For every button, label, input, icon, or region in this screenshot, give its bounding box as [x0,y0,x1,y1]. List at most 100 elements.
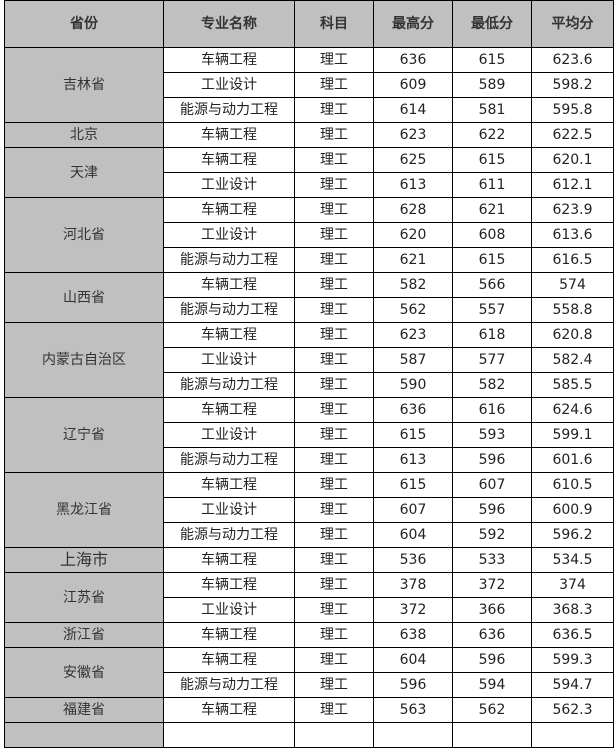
major-cell: 车辆工程 [163,322,295,348]
min-score-cell: 593 [452,422,532,448]
min-score-cell: 589 [452,72,532,98]
header-min-score: 最低分 [452,0,532,48]
min-score-cell: 592 [452,522,532,548]
header-row: 省份 专业名称 科目 最高分 最低分 平均分 [4,0,614,48]
header-avg-score: 平均分 [531,0,614,48]
min-score-cell: 577 [452,347,532,373]
table-row: 能源与动力工程 理工 562 557 558.8 [5,297,614,323]
avg-score-cell: 616.5 [531,247,614,273]
max-score-cell: 582 [373,272,453,298]
province-cell: 山西省 [4,272,164,323]
major-cell: 车辆工程 [163,547,295,573]
min-score-cell: 621 [452,197,532,223]
subject-cell: 理工 [294,522,374,548]
table-row: 能源与动力工程 理工 613 596 601.6 [5,447,614,473]
major-cell: 车辆工程 [163,47,295,73]
avg-score-cell: 623.6 [531,47,614,73]
table-row: 北京 车辆工程 理工 623 622 622.5 [4,122,614,148]
major-cell: 车辆工程 [163,697,295,723]
min-score-cell: 582 [452,372,532,398]
subject-cell: 理工 [294,347,374,373]
avg-score-cell: 598.2 [531,72,614,98]
table-row: 工业设计 理工 372 366 368.3 [5,597,614,623]
major-cell: 车辆工程 [163,122,295,148]
max-score-cell: 638 [373,622,453,648]
avg-score-cell: 600.9 [531,497,614,523]
subject-cell: 理工 [294,572,374,598]
table-row: 山西省 车辆工程 理工 582 566 574 [4,272,614,323]
empty-cell [4,722,164,748]
subject-cell: 理工 [294,297,374,323]
avg-score-cell: 620.8 [531,322,614,348]
avg-score-cell: 582.4 [531,347,614,373]
header-max-score: 最高分 [373,0,453,48]
major-cell: 能源与动力工程 [163,522,295,548]
max-score-cell: 590 [373,372,453,398]
max-score-cell: 636 [373,397,453,423]
table-row: 工业设计 理工 609 589 598.2 [5,72,614,98]
province-cell: 吉林省 [4,47,164,123]
province-cell: 黑龙江省 [4,472,164,548]
subject-cell: 理工 [294,47,374,73]
avg-score-cell: 596.2 [531,522,614,548]
subject-cell: 理工 [294,322,374,348]
table-row: 黑龙江省 车辆工程 理工 615 607 610.5 [4,472,614,548]
min-score-cell: 366 [452,597,532,623]
major-cell: 能源与动力工程 [163,247,295,273]
avg-score-cell: 636.5 [531,622,614,648]
min-score-cell: 607 [452,472,532,498]
min-score-cell: 615 [452,247,532,273]
table-row: 江苏省 车辆工程 理工 378 372 374 [4,572,614,623]
major-cell: 能源与动力工程 [163,672,295,698]
max-score-cell: 563 [373,697,453,723]
major-cell: 车辆工程 [163,197,295,223]
table-row: 辽宁省 车辆工程 理工 636 616 624.6 [4,397,614,473]
header-major: 专业名称 [163,0,295,48]
province-cell: 安徽省 [4,647,164,698]
major-cell: 车辆工程 [163,147,295,173]
subject-cell: 理工 [294,672,374,698]
min-score-cell: 616 [452,397,532,423]
max-score-cell: 621 [373,247,453,273]
min-score-cell: 618 [452,322,532,348]
max-score-cell: 596 [373,672,453,698]
max-score-cell: 372 [373,597,453,623]
max-score-cell: 562 [373,297,453,323]
max-score-cell: 636 [373,47,453,73]
min-score-cell: 596 [452,497,532,523]
max-score-cell: 613 [373,172,453,198]
province-cell: 辽宁省 [4,397,164,473]
subject-cell: 理工 [294,622,374,648]
min-score-cell: 533 [452,547,532,573]
table-row: 工业设计 理工 620 608 613.6 [5,222,614,248]
province-cell: 福建省 [4,697,164,723]
avg-score-cell: 599.1 [531,422,614,448]
province-cell: 上海市 [4,547,164,573]
major-cell: 工业设计 [163,222,295,248]
major-cell: 能源与动力工程 [163,372,295,398]
province-cell: 北京 [4,122,164,148]
subject-cell: 理工 [294,72,374,98]
min-score-cell: 596 [452,647,532,673]
subject-cell: 理工 [294,172,374,198]
max-score-cell: 609 [373,72,453,98]
min-score-cell: 611 [452,172,532,198]
subject-cell: 理工 [294,222,374,248]
empty-cell [163,722,295,748]
min-score-cell: 566 [452,272,532,298]
max-score-cell: 378 [373,572,453,598]
major-cell: 工业设计 [163,497,295,523]
min-score-cell: 596 [452,447,532,473]
province-cell: 江苏省 [4,572,164,623]
avg-score-cell: 574 [531,272,614,298]
max-score-cell: 628 [373,197,453,223]
table-row: 吉林省 车辆工程 理工 636 615 623.6 [4,47,614,123]
max-score-cell: 620 [373,222,453,248]
table-row: 福建省 车辆工程 理工 563 562 562.3 [4,697,614,723]
major-cell: 能源与动力工程 [163,97,295,123]
avg-score-cell: 534.5 [531,547,614,573]
major-cell: 工业设计 [163,72,295,98]
avg-score-cell: 374 [531,572,614,598]
subject-cell: 理工 [294,422,374,448]
province-cell: 内蒙古自治区 [4,322,164,398]
